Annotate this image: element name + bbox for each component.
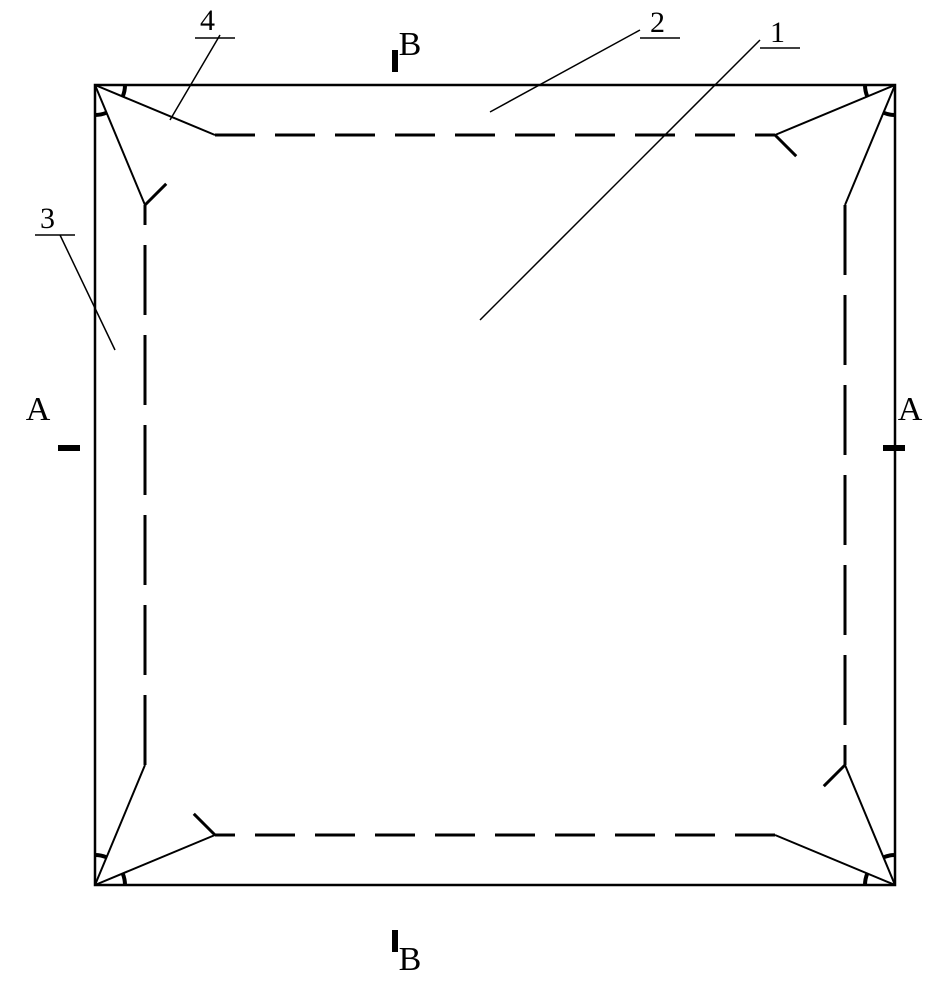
corner-tr-arc2 xyxy=(865,85,867,97)
section-label-b-bottom: B xyxy=(399,941,422,978)
leader-line-1 xyxy=(480,40,760,320)
corner-tr-arc1 xyxy=(883,113,895,115)
leader-label-1: 1 xyxy=(770,16,785,49)
hidden-chamfer-tr xyxy=(775,135,845,205)
corner-bl-arc1 xyxy=(95,855,107,857)
leader-line-2 xyxy=(490,30,640,112)
corner-bl-arc2 xyxy=(123,873,125,885)
leader-line-4 xyxy=(170,35,220,120)
section-label-a-left: A xyxy=(26,391,51,428)
hidden-chamfer-bl xyxy=(145,765,215,835)
leader-line-3 xyxy=(60,235,115,350)
corner-tl-arc1 xyxy=(123,85,125,97)
outer-square xyxy=(95,85,895,885)
corner-br-arc2 xyxy=(883,855,895,857)
hidden-chamfer-br xyxy=(775,765,845,835)
leader-label-4: 4 xyxy=(200,4,215,37)
section-label-b-top: B xyxy=(399,26,422,63)
section-label-a-right: A xyxy=(898,391,923,428)
leader-label-3: 3 xyxy=(40,202,55,235)
leader-label-2: 2 xyxy=(650,6,665,39)
hidden-chamfer-tl xyxy=(145,135,215,205)
corner-tl-arc2 xyxy=(95,113,107,115)
corner-br-arc1 xyxy=(865,873,867,885)
